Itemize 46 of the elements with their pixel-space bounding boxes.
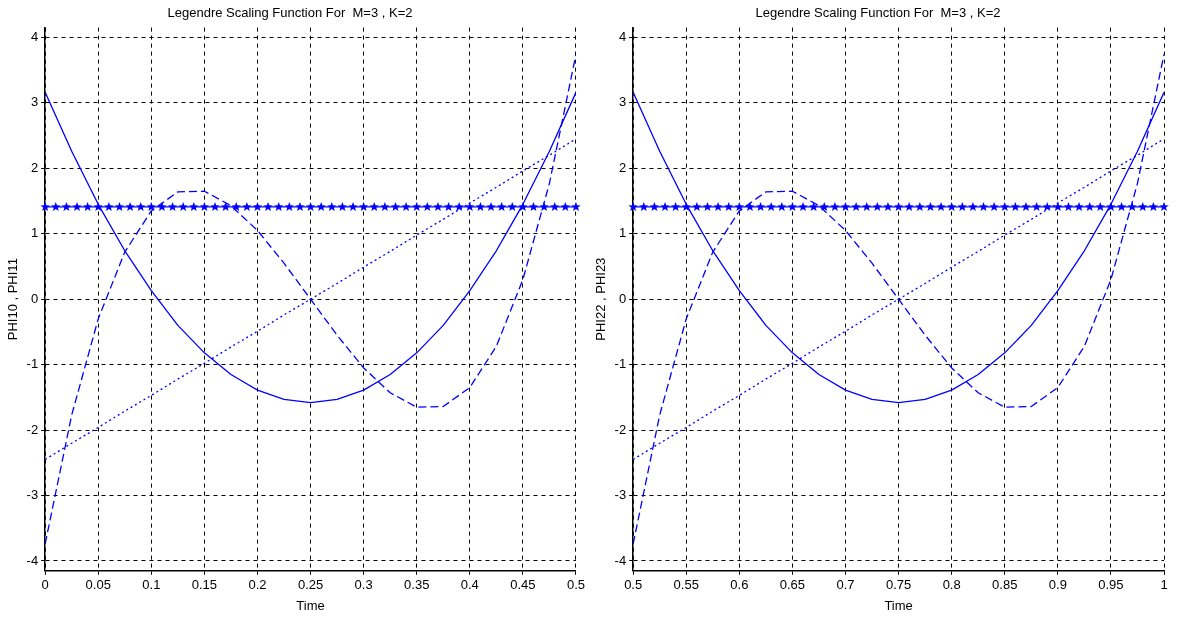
y-tick-label: 0 — [30, 290, 39, 306]
y-tick-label: -3 — [614, 487, 627, 503]
y-axis-title: PHI22 , PHI23 — [593, 257, 609, 341]
y-tick-label: -1 — [26, 356, 39, 372]
x-tick-label: 0.1 — [142, 577, 161, 593]
x-tick-label: 0.55 — [673, 577, 699, 593]
y-tick-label: 4 — [618, 28, 627, 44]
x-tick-label: 0.7 — [836, 577, 855, 593]
x-tick-label: 0.85 — [992, 577, 1018, 593]
y-tick-label: 4 — [30, 28, 39, 44]
x-tick-label: 0.35 — [404, 577, 430, 593]
x-tick-label: 0 — [41, 577, 49, 593]
y-tick-label: -2 — [614, 421, 627, 437]
x-tick-label: 0.3 — [354, 577, 373, 593]
x-tick-label: 1 — [1160, 577, 1168, 593]
x-axis-title: Time — [884, 597, 913, 613]
y-tick-label: -4 — [614, 552, 627, 568]
chart-title: Legendre Scaling Function For M=3 , K=2 — [167, 5, 413, 21]
y-tick-label: 1 — [30, 225, 39, 241]
y-tick-label: -1 — [614, 356, 627, 372]
y-tick-label: -3 — [26, 487, 39, 503]
chart-title: Legendre Scaling Function For M=3 , K=2 — [755, 5, 1001, 21]
x-tick-label: 0.8 — [942, 577, 961, 593]
x-tick-label: 0.15 — [191, 577, 218, 593]
x-tick-label: 0.6 — [730, 577, 749, 593]
x-tick-label: 0.65 — [779, 577, 806, 593]
y-tick-label: 2 — [618, 159, 627, 175]
x-tick-label: 0.75 — [885, 577, 912, 593]
x-tick-label: 0.5 — [566, 577, 585, 593]
x-tick-label: 0.2 — [248, 577, 267, 593]
y-tick-label: 3 — [618, 94, 627, 110]
y-tick-label: 2 — [30, 159, 39, 175]
y-tick-label: 1 — [618, 225, 627, 241]
x-tick-label: 0.45 — [510, 577, 536, 593]
x-tick-label: 0.95 — [1098, 577, 1124, 593]
x-tick-label: 0.05 — [85, 577, 111, 593]
x-tick-label: 0.9 — [1048, 577, 1067, 593]
x-tick-label: 0.5 — [624, 577, 643, 593]
y-tick-label: -4 — [26, 552, 39, 568]
y-axis-title: PHI10 , PHI11 — [5, 258, 21, 341]
y-tick-label: -2 — [26, 421, 39, 437]
x-tick-label: 0.4 — [460, 577, 479, 593]
y-tick-label: 0 — [618, 290, 627, 306]
y-tick-label: 3 — [30, 94, 39, 110]
x-axis-title: Time — [296, 597, 325, 613]
x-tick-label: 0.25 — [297, 577, 324, 593]
